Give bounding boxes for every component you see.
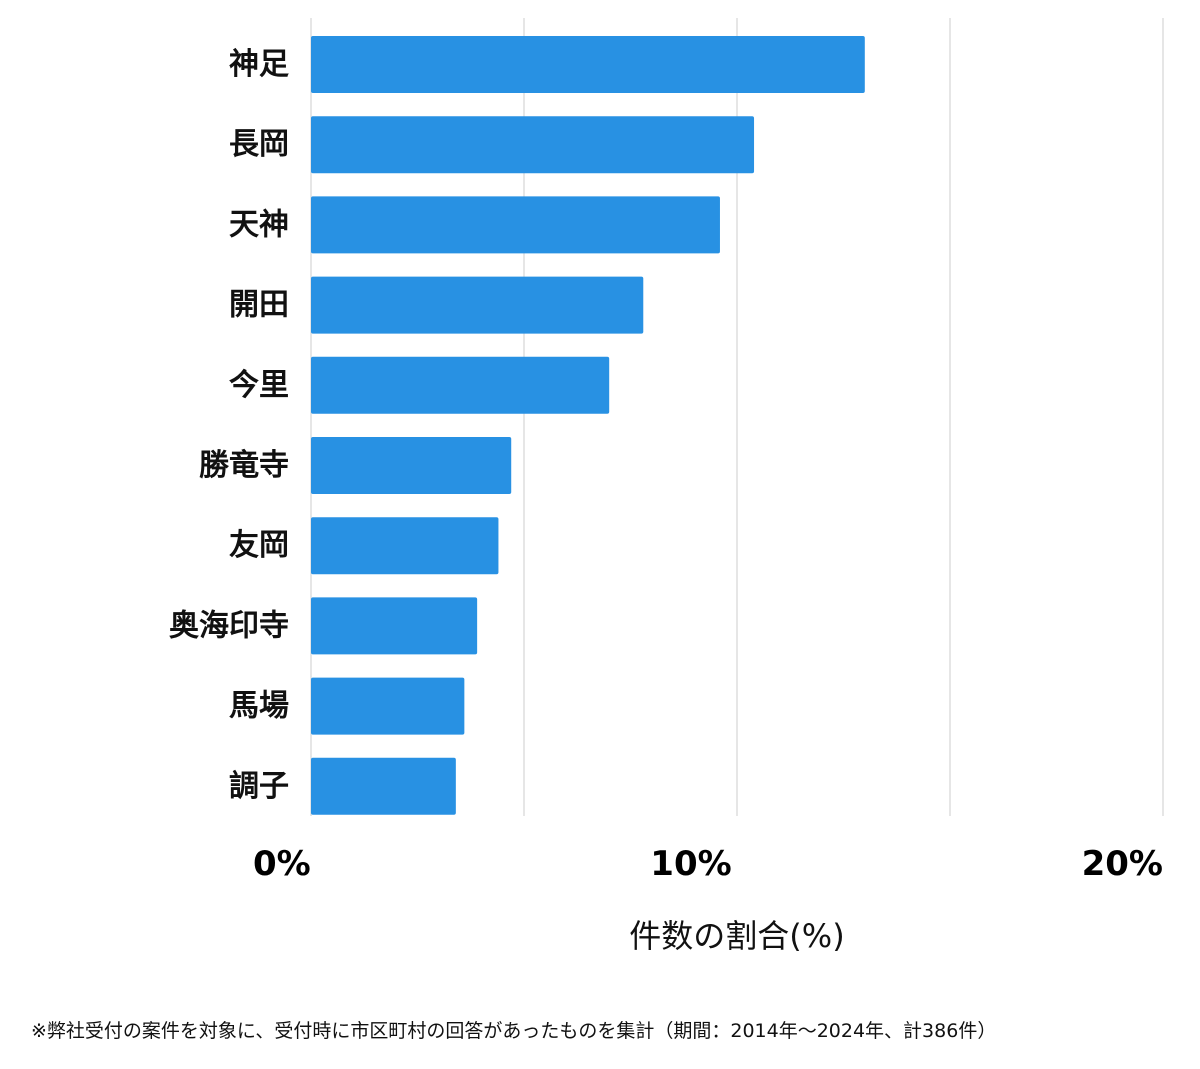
- bar-8: [311, 677, 465, 735]
- category-label-1: 長岡: [229, 127, 289, 162]
- category-label-7: 奥海印寺: [169, 608, 289, 643]
- x-tick-label-2: 20%: [1082, 844, 1163, 884]
- bar-9: [311, 757, 456, 815]
- bar-3: [311, 276, 644, 334]
- category-label-4: 今里: [229, 368, 289, 403]
- x-axis-tick-labels: 0% 10% 20%: [253, 844, 1163, 884]
- footnote: ※弊社受付の案件を対象に、受付時に市区町村の回答があったものを集計（期間：201…: [31, 1020, 997, 1042]
- bar-2: [311, 196, 720, 254]
- category-label-5: 勝竜寺: [199, 448, 289, 483]
- bar-6: [311, 517, 499, 575]
- x-tick-label-0: 0%: [253, 844, 311, 884]
- category-label-8: 馬場: [229, 689, 289, 724]
- x-axis-title: 件数の割合(%): [629, 917, 844, 955]
- bar-7: [311, 597, 478, 655]
- bar-0: [311, 36, 865, 93]
- bar-1: [311, 116, 755, 174]
- bar-5: [311, 437, 512, 494]
- category-label-6: 友岡: [229, 528, 289, 563]
- category-label-9: 調子: [229, 769, 289, 804]
- category-label-2: 天神: [229, 207, 289, 242]
- bar-4: [311, 356, 610, 414]
- category-label-0: 神足: [229, 47, 289, 82]
- bars: [311, 36, 865, 815]
- category-label-3: 開田: [229, 288, 289, 323]
- x-tick-label-1: 10%: [650, 844, 731, 884]
